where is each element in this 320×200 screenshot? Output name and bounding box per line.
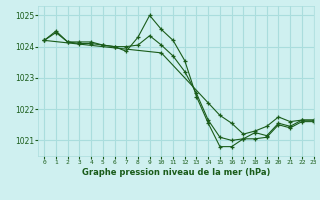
X-axis label: Graphe pression niveau de la mer (hPa): Graphe pression niveau de la mer (hPa) <box>82 168 270 177</box>
